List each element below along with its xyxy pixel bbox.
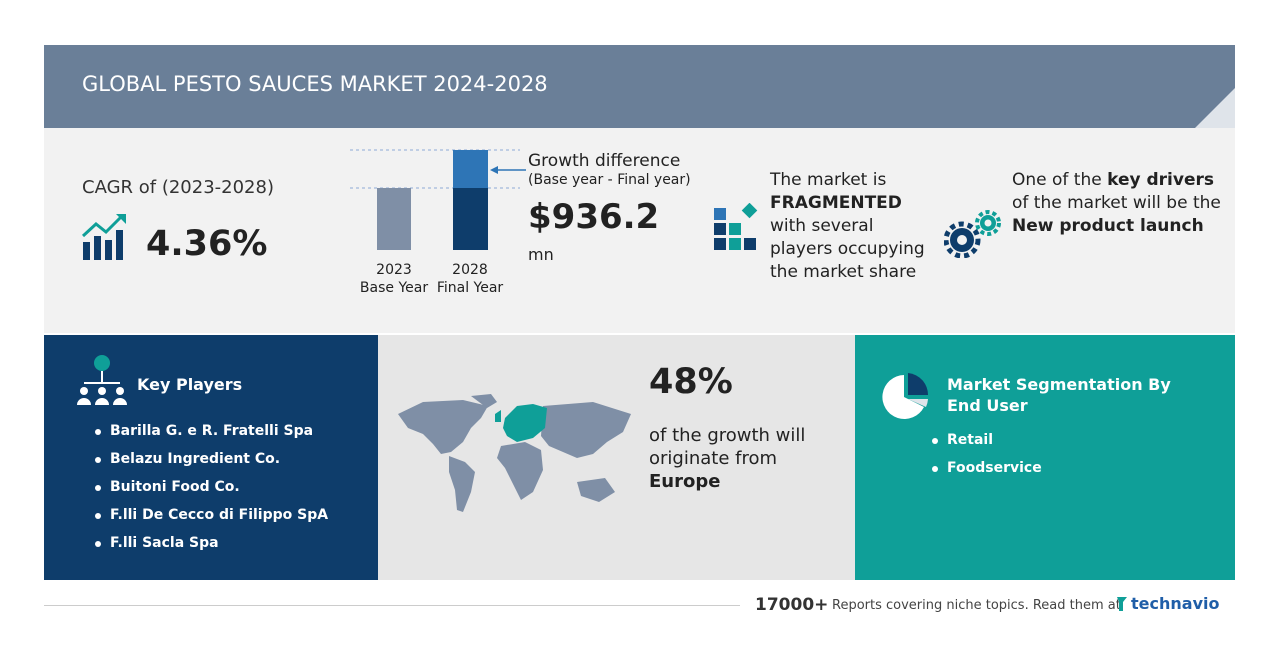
footer-rule [44,605,740,606]
growth-value: $936.2 [528,197,660,237]
growth-unit: mn [528,245,554,264]
region-line: originate from [649,448,778,469]
world-map [398,394,631,512]
footer-text: Reports covering niche topics. Read them… [832,598,1121,613]
bar-label: Base Year [359,280,429,296]
market-line: the market share [770,262,917,282]
market-line: with several [770,216,874,236]
players-icon [77,355,127,405]
segment-item: Foodservice [932,460,1042,476]
region-panel [378,335,855,580]
bar-year: 2028 [452,262,488,278]
market-line: players occupying [770,239,925,259]
market-line: The market is [770,170,887,190]
player-item: Belazu Ingredient Co. [94,451,281,467]
footer-brand[interactable]: technavio [1131,594,1220,613]
growth-subtitle: (Base year - Final year) [528,172,691,188]
segmentation-title: Market Segmentation By [947,375,1171,394]
cagr-label: CAGR of (2023-2028) [82,177,274,198]
growth-chart [350,149,526,250]
brand-icon [1117,597,1127,611]
header-band [44,45,1235,128]
header-corner [1195,88,1235,128]
cagr-value: 4.36% [146,224,268,264]
drivers-key: key drivers [1107,170,1214,190]
player-item: F.lli Sacla Spa [95,535,219,551]
bar-year: 2023 [376,262,412,278]
region-name: Europe [649,471,721,492]
player-item: Buitoni Food Co. [95,479,240,495]
title: GLOBAL PESTO SAUCES MARKET 2024-2028 [82,72,548,96]
market-line: FRAGMENTED [770,193,902,213]
drivers-driver: New product launch [1012,216,1204,236]
footer-count: 17000+ [755,595,829,615]
drivers-line: One of the key drivers [1012,170,1214,190]
segment-item: Retail [931,432,994,448]
segmentation-panel [855,335,1235,580]
drivers-line: of the market will be the [1012,193,1221,213]
gears-icon [944,210,1001,258]
pie-icon [882,373,929,419]
player-item: F.lli De Cecco di Filippo SpA [94,507,329,523]
region-share: 48% [649,362,733,402]
segmentation-title: End User [947,396,1028,415]
summary-band [44,128,1235,333]
fragmented-icon [714,203,758,250]
players-title: Key Players [137,375,243,394]
bar-label: Final Year [436,280,504,296]
drivers-prefix: One of the [1012,170,1102,190]
cagr-icon [81,214,126,260]
region-line: of the growth will [649,425,806,446]
growth-title: Growth difference [528,151,681,171]
player-item: Barilla G. e R. Fratelli Spa [94,423,314,439]
